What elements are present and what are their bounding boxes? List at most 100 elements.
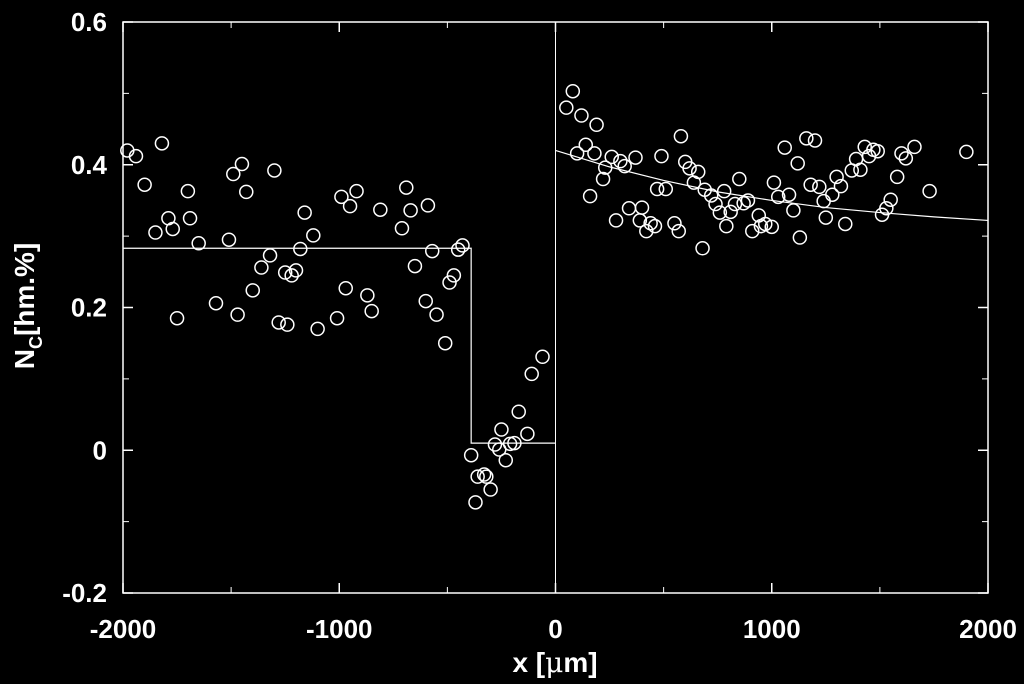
y-axis-title: NC[hm.%] xyxy=(9,243,46,370)
data-point xyxy=(654,148,669,164)
data-point xyxy=(470,469,485,484)
data-point xyxy=(483,482,498,497)
data-point xyxy=(154,136,170,151)
data-point xyxy=(639,223,654,239)
data-point xyxy=(403,203,418,218)
data-point xyxy=(745,223,760,239)
x-axis-title: x [μm] xyxy=(512,646,597,679)
data-point xyxy=(825,187,840,202)
x-axis-title-main: x [ xyxy=(512,647,545,678)
data-point xyxy=(740,193,756,208)
data-point xyxy=(254,260,269,275)
data-point xyxy=(288,263,304,278)
data-point xyxy=(524,366,539,382)
data-point xyxy=(455,238,470,253)
data-point xyxy=(364,303,379,319)
data-point xyxy=(574,108,589,123)
data-point xyxy=(894,146,909,161)
data-point xyxy=(191,236,206,251)
data-point xyxy=(349,183,364,199)
data-point xyxy=(487,437,503,452)
data-point xyxy=(792,230,808,245)
data-point xyxy=(647,218,663,234)
data-point xyxy=(604,149,619,165)
data-point xyxy=(280,317,295,332)
data-point xyxy=(643,216,658,231)
data-point xyxy=(732,171,747,187)
data-point xyxy=(578,137,594,153)
data-point xyxy=(595,171,611,187)
data-point xyxy=(221,232,237,247)
data-point xyxy=(399,180,414,195)
y-tick-label: 0.2 xyxy=(71,293,107,323)
data-point xyxy=(284,268,299,283)
x-axis-title-unit: m] xyxy=(563,647,597,678)
data-point xyxy=(310,321,325,337)
data-point xyxy=(883,192,898,207)
data-point xyxy=(476,467,492,482)
x-tick-label: -2000 xyxy=(90,614,157,644)
y-axis-title-rest: [hm.%] xyxy=(9,243,40,336)
data-point xyxy=(786,203,801,218)
data-point xyxy=(535,349,550,364)
data-point xyxy=(424,243,440,259)
data-point xyxy=(708,196,723,212)
data-point xyxy=(790,156,805,171)
data-point xyxy=(879,201,894,216)
data-point xyxy=(597,160,613,175)
data-point xyxy=(569,146,585,161)
data-point xyxy=(781,187,797,202)
data-point xyxy=(764,219,779,235)
data-point xyxy=(857,139,872,155)
data-point xyxy=(226,166,241,182)
y-axis-title-main: N xyxy=(9,349,40,369)
y-axis-title-sub: C xyxy=(26,336,46,349)
data-point xyxy=(180,183,196,199)
data-point xyxy=(128,148,144,164)
data-point xyxy=(511,404,526,419)
y-tick-label: 0 xyxy=(93,435,107,465)
data-point xyxy=(148,225,163,240)
data-point xyxy=(468,495,483,510)
x-tick-label: -1000 xyxy=(306,614,373,644)
data-point xyxy=(634,200,650,215)
data-point xyxy=(799,131,814,146)
data-point xyxy=(262,248,278,263)
data-point xyxy=(803,177,818,192)
data-point xyxy=(429,307,444,322)
data-point xyxy=(245,283,260,298)
tick-labels: -2000 -1000 0 1000 2000 -0.2 0 0.2 0.4 0.6 xyxy=(62,7,1017,644)
data-point xyxy=(565,83,581,99)
data-point xyxy=(293,241,308,257)
data-point xyxy=(628,150,643,165)
data-point xyxy=(807,133,823,148)
data-point xyxy=(277,265,293,280)
data-point xyxy=(442,275,457,290)
data-point xyxy=(889,169,905,185)
data-point xyxy=(165,221,180,237)
data-point xyxy=(608,213,624,228)
data-point xyxy=(463,447,479,463)
data-point xyxy=(667,216,682,231)
data-point xyxy=(723,204,738,220)
data-point xyxy=(766,175,782,190)
data-point xyxy=(234,156,250,172)
axis-ticks xyxy=(122,21,989,594)
data-point xyxy=(208,295,224,311)
x-axis-title-greek: μ xyxy=(545,646,563,679)
data-point xyxy=(437,335,453,351)
data-point xyxy=(446,268,462,283)
data-point xyxy=(306,228,321,243)
data-point xyxy=(959,144,974,160)
data-point xyxy=(373,202,388,217)
data-point xyxy=(394,221,410,236)
data-point xyxy=(407,258,423,274)
data-point xyxy=(360,288,375,303)
data-point xyxy=(690,164,706,180)
data-point xyxy=(587,146,602,161)
data-point xyxy=(271,315,286,330)
data-point xyxy=(712,205,728,220)
data-point xyxy=(853,162,868,177)
data-point xyxy=(898,151,914,166)
fit-line xyxy=(123,247,556,444)
